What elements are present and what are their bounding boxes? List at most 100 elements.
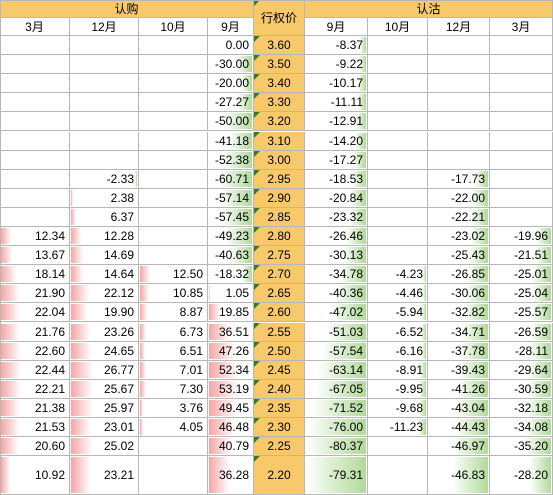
cell-value: 4.05	[179, 420, 203, 435]
negative-data-bar	[529, 342, 551, 359]
put-value-cell	[368, 437, 428, 457]
negative-data-bar	[353, 151, 366, 168]
call-value-cell: 20.60	[0, 437, 70, 457]
negative-data-bar	[223, 151, 252, 168]
call-value-cell: 7.01	[139, 360, 208, 380]
negative-data-bar	[330, 304, 366, 321]
call-value-cell: 36.51	[208, 322, 254, 342]
put-value-cell: -79.31	[305, 456, 368, 495]
strike-price-cell: 3.50	[254, 55, 305, 75]
call-value-cell	[70, 112, 139, 132]
call-value-cell	[139, 456, 208, 495]
put-value-cell	[428, 150, 490, 170]
put-value-cell	[368, 131, 428, 151]
cell-value: 22.04	[34, 305, 65, 320]
call-value-cell	[0, 74, 70, 94]
negative-data-bar	[419, 399, 426, 416]
put-value-cell: -25.04	[490, 284, 553, 304]
negative-data-bar	[306, 457, 366, 493]
call-value-cell: 40.79	[208, 437, 254, 457]
call-value-cell	[139, 93, 208, 113]
negative-data-bar	[465, 285, 488, 302]
put-value-cell	[368, 246, 428, 266]
call-value-cell: 25.02	[70, 437, 139, 457]
cell-value: -21.51	[513, 248, 548, 263]
put-value-cell: -14.20	[305, 131, 368, 151]
positive-data-bar	[1, 228, 12, 245]
put-value-cell: -25.01	[490, 265, 553, 285]
negative-data-bar	[423, 266, 426, 283]
put-value-cell	[490, 93, 553, 113]
put-value-cell: -8.37	[305, 36, 368, 56]
put-value-cell: -63.14	[305, 360, 368, 380]
call-value-cell: -49.23	[208, 227, 254, 247]
positive-data-bar	[71, 323, 91, 340]
cell-value: -20.84	[328, 190, 363, 205]
call-value-cell: 3.76	[139, 398, 208, 418]
positive-data-bar	[1, 438, 19, 455]
put-value-cell: -26.85	[428, 265, 490, 285]
put-value-cell	[368, 93, 428, 113]
negative-data-bar	[526, 399, 551, 416]
put-value-cell: -21.51	[490, 246, 553, 266]
strike-price-cell: 2.85	[254, 207, 305, 227]
cell-value: -2.33	[106, 171, 134, 186]
cell-value: 19.90	[103, 305, 134, 320]
positive-data-bar	[71, 399, 93, 416]
call-value-cell: 12.34	[0, 227, 70, 247]
cell-value: -9.22	[335, 57, 363, 72]
negative-data-bar	[524, 438, 551, 455]
positive-data-bar	[140, 361, 146, 378]
cell-value: 23.26	[103, 324, 134, 339]
call-value-cell: 26.77	[70, 360, 139, 380]
call-value-cell: 2.38	[70, 188, 139, 208]
negative-data-bar	[229, 132, 252, 149]
call-value-cell	[70, 36, 139, 56]
call-value-cell: -41.18	[208, 131, 254, 151]
cell-value: 13.67	[34, 248, 65, 263]
positive-data-bar	[1, 380, 20, 397]
call-value-cell	[0, 150, 70, 170]
negative-data-bar	[356, 113, 366, 130]
put-value-cell: -46.97	[428, 437, 490, 457]
cell-value: -26.59	[513, 324, 548, 339]
call-value-cell: 10.85	[139, 284, 208, 304]
strike-price-cell: 3.30	[254, 93, 305, 113]
cell-value: -9.95	[395, 381, 423, 396]
call-value-cell: 6.51	[139, 341, 208, 361]
negative-data-bar	[528, 380, 551, 397]
call-value-cell: 22.04	[0, 303, 70, 323]
cell-value: 21.76	[34, 324, 65, 339]
call-value-cell: -57.45	[208, 207, 254, 227]
put-value-cell: -34.08	[490, 418, 553, 438]
call-value-cell	[70, 131, 139, 151]
put-value-cell	[490, 74, 553, 94]
positive-data-bar	[71, 419, 90, 436]
positive-data-bar	[71, 361, 94, 378]
positive-data-bar	[140, 380, 147, 397]
positive-data-bar	[209, 285, 210, 302]
positive-data-bar	[71, 189, 73, 206]
cell-value: 22.21	[34, 381, 65, 396]
put-value-cell: -18.53	[305, 169, 368, 189]
call-value-cell: 19.90	[70, 303, 139, 323]
put-value-cell	[490, 36, 553, 56]
negative-data-bar	[225, 228, 252, 245]
positive-data-bar	[209, 457, 229, 493]
cell-value: -44.43	[450, 420, 485, 435]
call-value-cell	[139, 246, 208, 266]
put-value-cell	[428, 55, 490, 75]
positive-data-bar	[140, 399, 144, 416]
put-value-cell: -5.94	[368, 303, 428, 323]
cell-value: 36.28	[218, 468, 249, 483]
negative-data-bar	[306, 438, 366, 455]
put-value-cell: -23.32	[305, 207, 368, 227]
call-value-cell	[139, 131, 208, 151]
call-value-cell: 12.50	[139, 265, 208, 285]
call-value-cell: -57.14	[208, 188, 254, 208]
put-value-cell	[368, 188, 428, 208]
call-value-cell: 21.90	[0, 284, 70, 304]
put-value-cell	[490, 112, 553, 132]
put-value-cell: -43.04	[428, 398, 490, 418]
positive-data-bar	[1, 266, 17, 283]
